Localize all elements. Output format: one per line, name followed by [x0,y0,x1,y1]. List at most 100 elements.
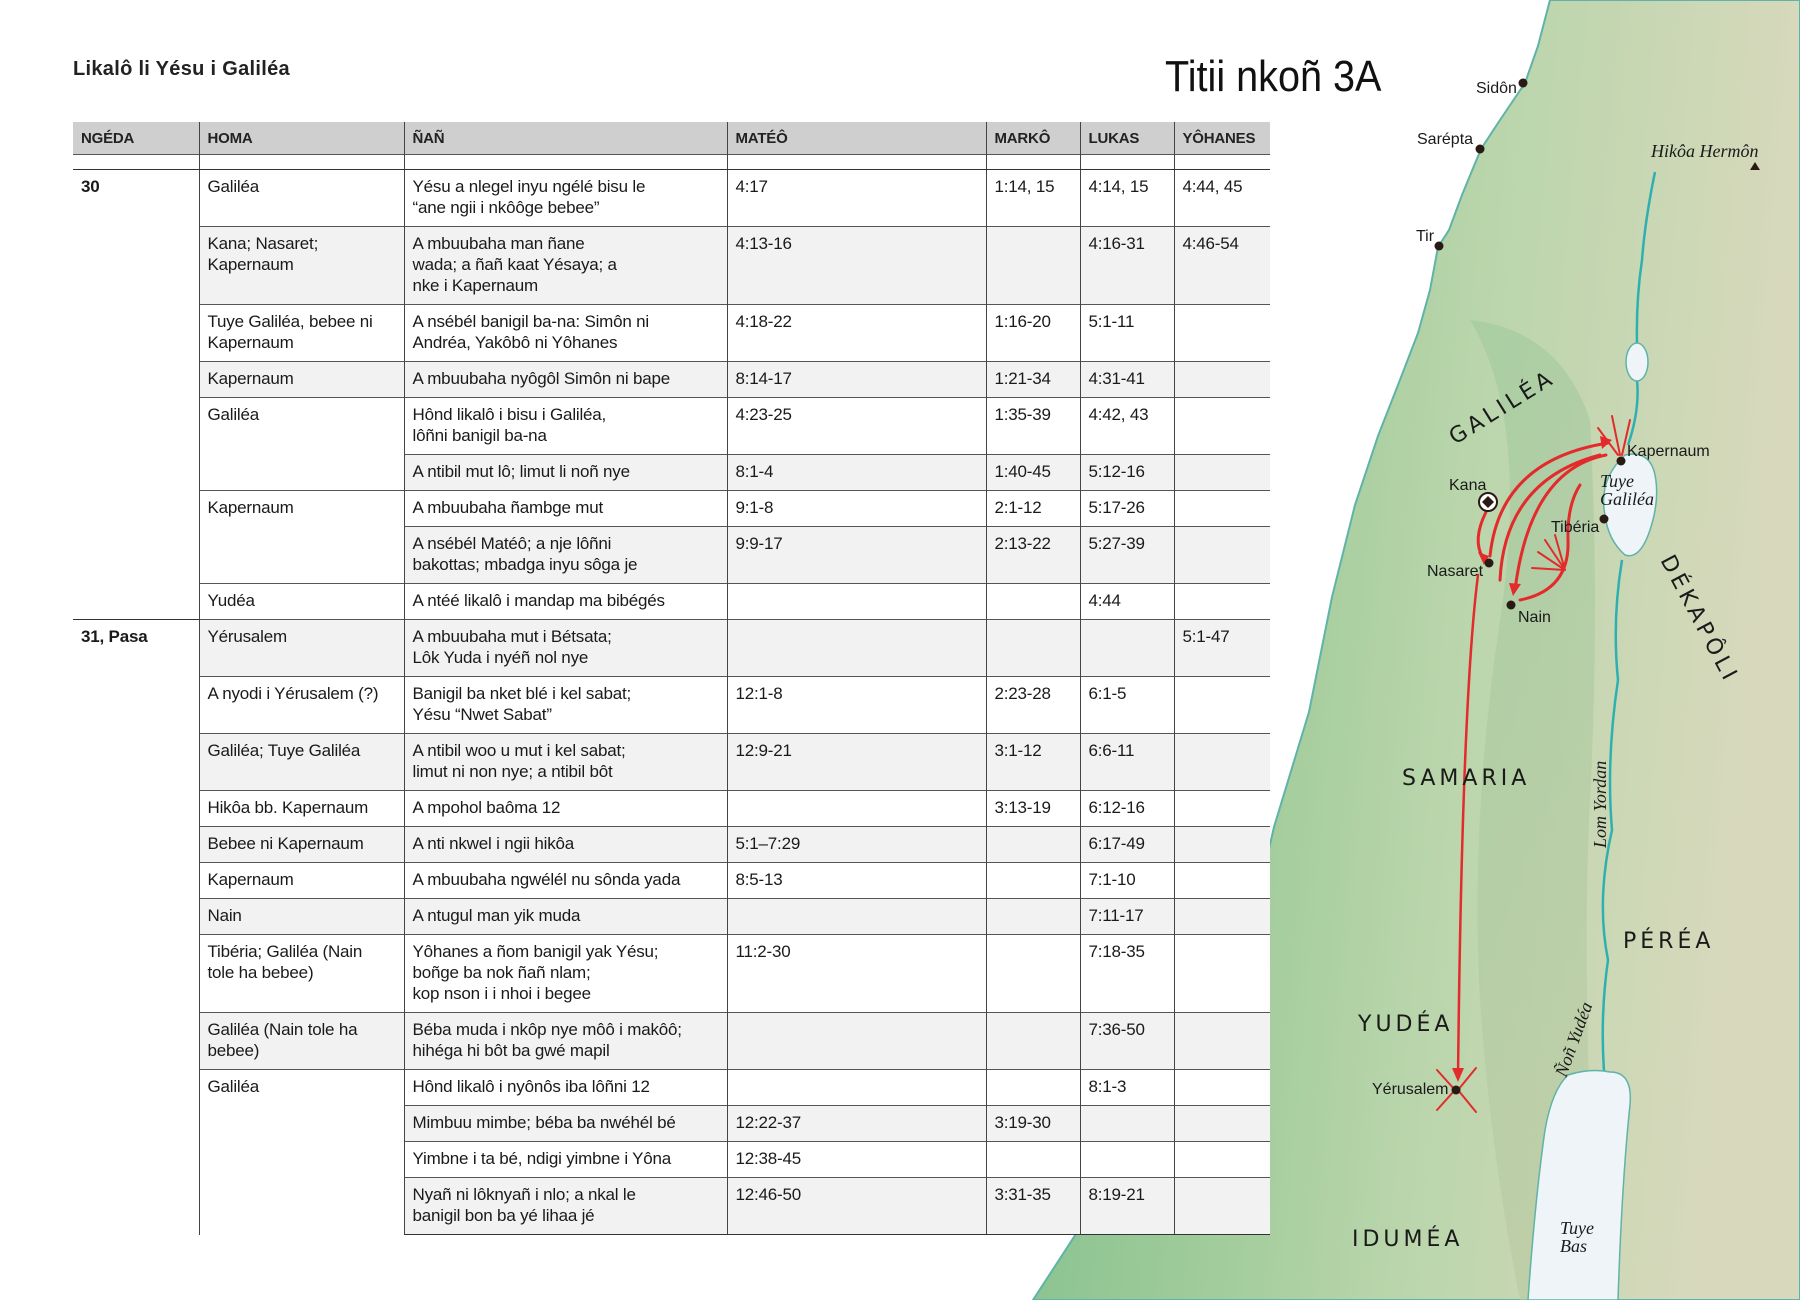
place-cell: Galiléa [198,397,404,491]
table-row: Mimbuu mimbe; béba ba nwéhél bé 12:22-37 3… [73,1105,1270,1142]
header-homa: HOMA [198,122,404,155]
mateo-ref: 12:46-50 [726,1177,986,1235]
mateo-ref: 8:14-17 [726,361,986,398]
label-tir: Tir [1416,228,1435,245]
event-cell: A ntibil mut lô; limut li noñ nye [403,454,727,491]
yohanes-ref [1173,397,1270,455]
marko-ref: 1:14, 15 [985,169,1080,227]
place-cell: Kapernaum [198,490,404,584]
yohanes-ref [1173,583,1270,620]
marko-ref [985,1141,1080,1178]
lukas-ref: 6:17-49 [1079,826,1174,863]
table-row: Tuye Galiléa, bebee ni Kapernaum A nsébél… [73,304,1270,362]
lukas-ref: 8:19-21 [1079,1177,1174,1235]
place-cell: Galiléa; Tuye Galiléa [198,733,404,791]
header-ngeda: NGÉDA [73,122,199,155]
event-cell: A mbuubaha mut i Bétsata; Lôk Yuda i nyé… [403,619,727,677]
marko-ref [985,898,1080,935]
region-perea: PÉRÉA [1623,928,1714,954]
place-cell: A nyodi i Yérusalem (?) [198,676,404,734]
table-body: 30 Galiléa Yésu a nlegel inyu ngélé bisu l… [73,169,1270,1235]
table-header-row: NGÉDA HOMA ÑAÑ MATÉÔ MARKÔ LUKAS YÔHANES [73,122,1270,155]
mateo-ref: 5:1–7:29 [726,826,986,863]
dead-sea [1527,1069,1632,1300]
marko-ref [985,583,1080,620]
event-cell: A mbuubaha ñambge mut [403,490,727,527]
place-cell: Galiléa (Nain tole ha bebee) [198,1012,404,1070]
region-samaria: SAMARIA [1402,766,1530,791]
place-cell: Galiléa [198,169,404,227]
yohanes-ref: 5:1-47 [1173,619,1270,677]
fan-nain [1531,534,1566,571]
place-cell: Tuye Galiléa, bebee ni Kapernaum [198,304,404,362]
marko-ref [985,934,1080,1013]
marko-ref: 1:16-20 [985,304,1080,362]
yohanes-ref [1173,1177,1270,1235]
marko-ref [985,826,1080,863]
label-tuye-galilea-2: Galiléa [1600,489,1654,509]
label-sarepta: Sarépta [1417,131,1473,148]
event-cell: A nsébél banigil ba-na: Simôn ni Andréa,… [403,304,727,362]
highlands [1470,320,1600,1300]
label-tuye-bas-2: Bas [1560,1236,1587,1256]
mateo-ref: 4:23-25 [726,397,986,455]
marko-ref: 3:1-12 [985,733,1080,791]
marko-ref: 1:40-45 [985,454,1080,491]
arrowhead [1478,552,1489,565]
yohanes-ref [1173,862,1270,899]
jordan-river [1601,171,1657,1103]
header-spacer [73,154,1270,170]
lukas-ref: 4:42, 43 [1079,397,1174,455]
event-cell: A mpohol baôma 12 [403,790,727,827]
route-kapernaum-nain [1513,453,1608,592]
yohanes-ref: 4:46-54 [1173,226,1270,305]
marko-ref [985,1069,1080,1106]
event-cell: Banigil ba nket blé i kel sabat; Yésu “N… [403,676,727,734]
table-row: Nain A ntugul man yik muda 7:11-17 [73,898,1270,935]
city-dot-sarepta [1475,144,1485,154]
event-cell: Yimbne i ta bé, ndigi yimbne i Yôna [403,1141,727,1178]
event-cell: A mbuubaha nyôgôl Simôn ni bape [403,361,727,398]
kana-symbol [1478,492,1498,512]
label-hermon: Hikôa Hermôn [1650,141,1758,161]
city-dot-tir [1434,241,1444,251]
table-row: Kana; Nasaret; Kapernaum A mbuubaha man ñ… [73,226,1270,305]
lukas-ref: 7:18-35 [1079,934,1174,1013]
label-nasaret: Nasaret [1427,563,1484,580]
table-row: Nyañ ni lôknyañ i nlo; a nkal le banigil… [73,1177,1270,1235]
mateo-ref: 8:5-13 [726,862,986,899]
lukas-ref [1079,1141,1174,1178]
city-dot-tiberia [1599,514,1609,524]
yohanes-ref [1173,1105,1270,1142]
marko-ref: 3:13-19 [985,790,1080,827]
marko-ref: 2:1-12 [985,490,1080,527]
table-row: Galiléa (Nain tole ha bebee) Béba muda i … [73,1012,1270,1070]
city-dot-kapernaum [1616,456,1626,466]
label-lom-yordan: Lom Yordan [1590,761,1610,849]
lukas-ref: 5:1-11 [1079,304,1174,362]
mountain-icon [1750,162,1760,170]
city-dot-nain [1506,600,1516,610]
lukas-ref: 7:11-17 [1079,898,1174,935]
place-cell: Yérusalem [198,619,404,677]
place-cell: Hikôa bb. Kapernaum [198,790,404,827]
lukas-ref: 7:36-50 [1079,1012,1174,1070]
lukas-ref: 6:6-11 [1079,733,1174,791]
marko-ref: 2:23-28 [985,676,1080,734]
table-row: Kapernaum A mbuubaha ngwélél nu sônda yad… [73,862,1270,899]
lukas-ref: 5:27-39 [1079,526,1174,584]
label-tuye-bas-1: Tuye [1560,1218,1594,1238]
yohanes-ref [1173,1069,1270,1106]
yohanes-ref [1173,490,1270,527]
mateo-ref: 9:9-17 [726,526,986,584]
place-cell: Kana; Nasaret; Kapernaum [198,226,404,305]
table-row: 30 Galiléa Yésu a nlegel inyu ngélé bisu l… [73,169,1270,620]
place-cell: Galiléa [198,1069,404,1235]
route-galilea-kapernaum [1498,453,1602,582]
event-cell: A ntéé likalô i mandap ma bibégés [403,583,727,620]
marko-ref: 3:31-35 [985,1177,1080,1235]
arrowhead [1452,1068,1464,1082]
city-dots [1434,78,1626,1095]
yohanes-ref [1173,733,1270,791]
